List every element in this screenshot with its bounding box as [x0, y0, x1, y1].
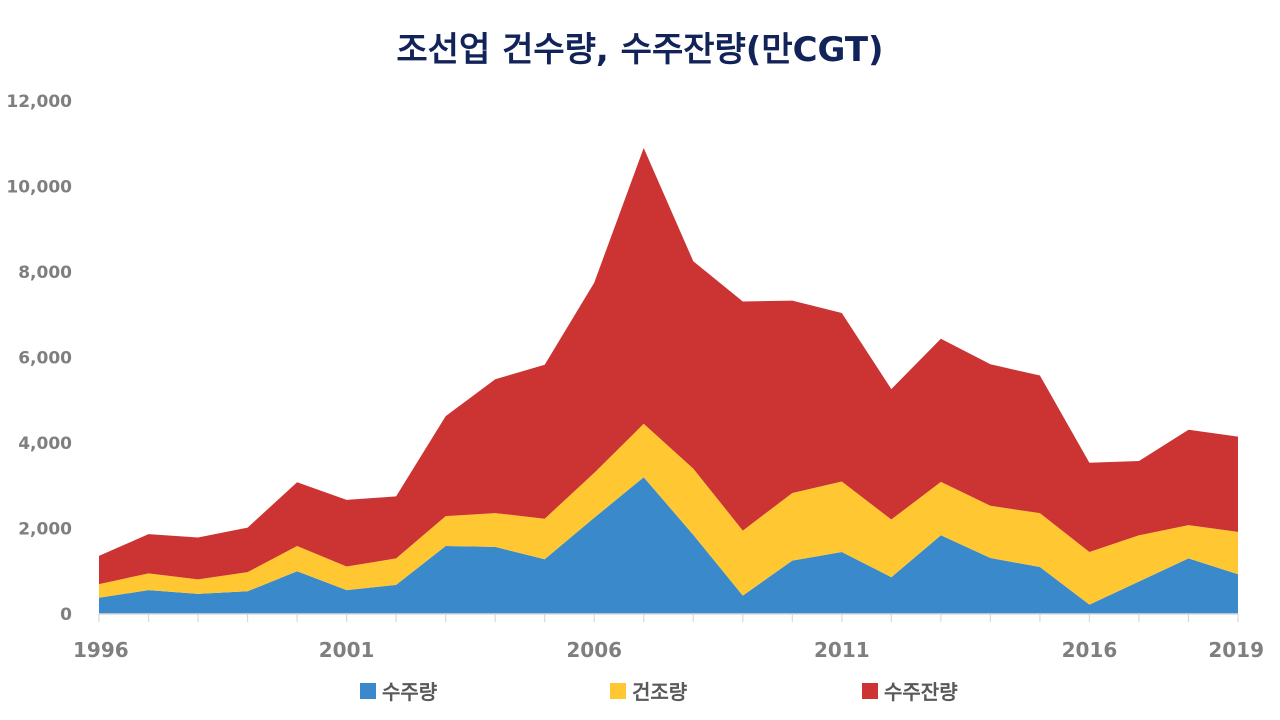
y-tick-label-8-000: 8,000 [18, 263, 72, 283]
x-tick-label-2006: 2006 [566, 638, 622, 662]
legend-label-1: 수주량 [382, 680, 438, 704]
x-tick-label-2001: 2001 [319, 638, 375, 662]
legend-swatch-3 [862, 683, 878, 699]
legend-swatch-1 [360, 683, 376, 699]
y-tick-label-2-000: 2,000 [18, 520, 72, 540]
x-tick-label-2016: 2016 [1062, 638, 1118, 662]
y-tick-label-6-000: 6,000 [18, 349, 72, 369]
chart-title: 조선업 건수량, 수주잔량(만CGT) [396, 30, 884, 70]
area-series-2 [99, 423, 1238, 605]
y-tick-label-0: 0 [60, 605, 72, 625]
y-tick-label-12-000: 12,000 [6, 92, 72, 112]
area-series-1 [99, 477, 1238, 614]
legend-label-3: 수주잔량 [884, 680, 958, 704]
area-series-3 [99, 148, 1238, 585]
y-tick-label-10-000: 10,000 [6, 178, 72, 198]
legend-label-2: 건조량 [632, 680, 688, 704]
area-layers [99, 148, 1238, 614]
x-tick-label-2019: 2019 [1208, 638, 1264, 662]
x-tick-label-1996: 1996 [73, 638, 129, 662]
legend: 수주량 건조량 수주잔량 [360, 680, 958, 704]
x-tick-label-2011: 2011 [814, 638, 870, 662]
legend-swatch-2 [610, 683, 626, 699]
y-tick-label-4-000: 4,000 [18, 434, 72, 454]
y-axis-ticks: 0 2,000 4,000 6,000 8,000 10,000 12,000 [6, 92, 72, 625]
x-axis-ticks: 1996 2001 2006 2011 2016 2019 [73, 614, 1264, 662]
